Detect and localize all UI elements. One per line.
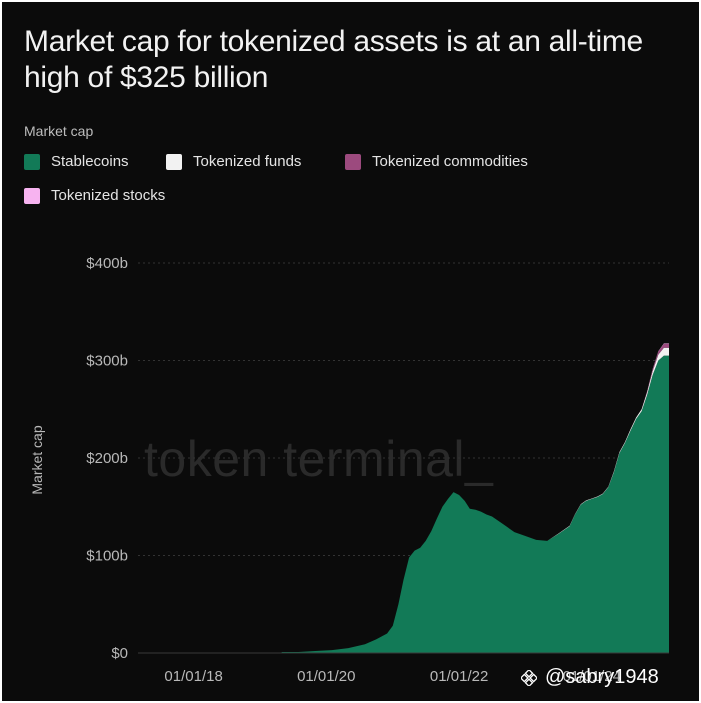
watermark-text: token terminal_ [144,431,494,487]
legend-item-tokenized-stocks: Tokenized stocks [24,187,165,204]
y-tick-label: $400b [86,255,128,272]
credit-text: @sabry1948 [545,666,659,688]
y-tick-label: $300b [86,353,128,370]
x-tick-labels: 01/01/18 01/01/20 01/01/22 01/01/24 [164,668,621,685]
x-tick-label: 01/01/20 [297,668,355,685]
credit-watermark: @sabry1948 [521,666,659,689]
legend-swatch-tokenized-funds [166,153,182,170]
legend-swatch-tokenized-commodities [345,153,361,170]
legend-label-tokenized-funds: Tokenized funds [193,153,302,170]
y-tick-label: $100b [86,548,128,565]
stacked-areas [138,343,669,654]
legend-label-tokenized-commodities: Tokenized commodities [372,153,528,170]
area-series-stablecoins [281,355,669,653]
x-tick-label: 01/01/24 [563,668,621,685]
y-tick-labels: $0 $100b $200b $300b $400b [86,255,128,662]
legend-label-stablecoins: Stablecoins [51,153,129,170]
x-tick-label: 01/01/22 [430,668,488,685]
legend-swatch-tokenized-stocks [24,187,40,204]
y-axis-title: Market cap [29,425,45,494]
y-tick-label: $0 [111,645,128,662]
binance-logo-icon [521,669,537,686]
legend-title: Market cap [24,123,94,139]
chart-title: Market cap for tokenized assets is at an… [24,25,643,94]
x-tick-label: 01/01/18 [164,668,222,685]
legend-item-tokenized-commodities: Tokenized commodities [345,153,528,170]
y-tick-label: $200b [86,450,128,467]
legend-item-stablecoins: Stablecoins [24,153,129,170]
legend-label-tokenized-stocks: Tokenized stocks [51,187,166,204]
legend-item-tokenized-funds: Tokenized funds [166,153,301,170]
legend-swatch-stablecoins [24,153,40,170]
